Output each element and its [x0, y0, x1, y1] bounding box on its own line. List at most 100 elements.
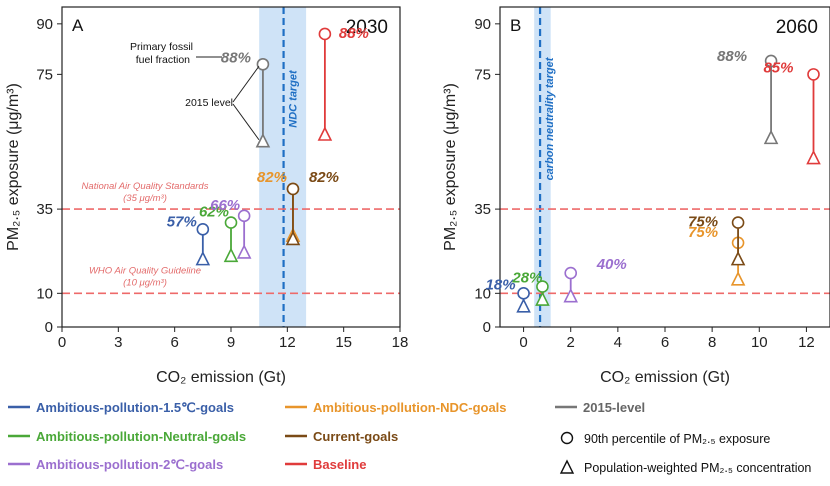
popw-marker — [763, 129, 779, 145]
x-tick-label: 10 — [751, 334, 768, 351]
annotation-level: 2015 level — [185, 97, 233, 109]
x-tick-label: 4 — [614, 334, 622, 351]
y-tick-label: 35 — [474, 201, 491, 218]
popw-marker — [535, 291, 550, 306]
reference-label: WHO Air Quality Guideline — [89, 265, 201, 276]
series-2: 66% — [210, 197, 252, 259]
series-6: 85% — [763, 59, 821, 165]
legend-label: 2015-level — [583, 400, 645, 415]
fraction-label: 88% — [717, 48, 747, 65]
p90-marker — [807, 68, 820, 81]
annotation-leader — [232, 65, 260, 103]
fraction-label: 28% — [511, 270, 542, 287]
annotation-fossil-2: fuel fraction — [136, 54, 190, 66]
series-6: 88% — [317, 25, 369, 141]
annotation-leader — [232, 103, 260, 141]
y-tick-label: 90 — [36, 16, 53, 33]
legend-label: Ambitious-pollution-NDC-goals — [313, 400, 507, 415]
x-tick-label: 0 — [519, 334, 527, 351]
p90-marker — [286, 182, 300, 196]
annotation-fossil-1: Primary fossil — [130, 41, 193, 53]
panel-letter: B — [510, 16, 521, 35]
fraction-label: 88% — [221, 49, 251, 66]
y-axis-label: PM₂.₅ exposure (μg/m³) — [442, 83, 459, 251]
series-4: 75% — [688, 214, 746, 266]
p90-marker — [764, 54, 778, 68]
popw-marker — [730, 271, 746, 286]
popw-marker — [195, 250, 211, 266]
fraction-label: 66% — [210, 197, 240, 214]
x-tick-label: 8 — [708, 334, 716, 351]
fraction-label: 75% — [688, 224, 718, 241]
fraction-label: 18% — [486, 276, 516, 293]
y-axis-label: PM₂.₅ exposure (μg/m³) — [5, 83, 22, 251]
x-tick-label: 2 — [567, 334, 575, 351]
p90-marker — [318, 27, 332, 41]
panel-letter: A — [72, 16, 84, 35]
panel-year: 2030 — [346, 17, 388, 38]
panel-A: NDC target National Air Quality Standards… — [5, 6, 409, 386]
target-label: carbon neutrality target — [544, 56, 556, 180]
x-tick-label: 3 — [114, 334, 122, 351]
y-tick-label: 0 — [483, 319, 491, 336]
fraction-label: 75% — [688, 214, 718, 231]
fraction-label: 88% — [339, 25, 369, 42]
p90-marker — [564, 266, 578, 280]
fraction-label: 62% — [199, 204, 229, 221]
popw-marker — [236, 244, 252, 259]
popw-marker — [516, 298, 531, 313]
reference-sublabel: (35 μg/m³) — [123, 193, 167, 204]
fraction-label: 57% — [167, 213, 197, 230]
series-1: 62% — [199, 204, 239, 263]
x-tick-label: 9 — [227, 334, 235, 351]
series-5: 88% — [221, 49, 271, 148]
x-tick-label: 12 — [798, 334, 815, 351]
y-tick-label: 10 — [474, 285, 491, 302]
legend-label: Current-goals — [313, 429, 398, 444]
x-axis-label: CO₂ emission (Gt) — [156, 369, 286, 386]
popw-marker — [317, 126, 333, 141]
series-0: 57% — [167, 213, 211, 266]
p90-marker — [224, 216, 238, 229]
reference-sublabel: (10 μg/m³) — [123, 277, 167, 288]
panel-B: carbon neutrality target 0 2 4 6 8 10 12 0 10 35 75… — [442, 6, 830, 386]
fraction-label: 82% — [257, 169, 287, 186]
legend-label: Ambitious-pollution-Neutral-goals — [36, 429, 246, 444]
legend: Ambitious-pollution-1.5℃-goals Ambitious-… — [8, 400, 811, 475]
x-tick-label: 18 — [392, 334, 409, 351]
y-tick-label: 90 — [474, 16, 491, 33]
series-4: 82% — [285, 169, 339, 246]
p90-marker — [196, 223, 210, 236]
y-tick-label: 75 — [474, 66, 491, 83]
series-2: 40% — [563, 256, 627, 303]
legend-label: Ambitious-pollution-1.5℃-goals — [36, 400, 234, 415]
x-tick-label: 0 — [58, 334, 66, 351]
panel-year: 2060 — [776, 17, 818, 38]
p90-marker — [237, 209, 251, 223]
legend-label: Ambitious-pollution-2℃-goals — [36, 457, 223, 472]
x-tick-label: 6 — [170, 334, 178, 351]
popw-marker — [223, 247, 239, 263]
popw-marker — [730, 250, 746, 266]
target-band — [534, 7, 551, 327]
fraction-label: 82% — [309, 169, 339, 186]
fraction-label: 40% — [596, 256, 627, 273]
p90-marker — [517, 287, 530, 300]
series-1: 28% — [511, 270, 550, 306]
legend-triangle-icon — [559, 459, 575, 474]
reference-label: National Air Quality Standards — [82, 181, 209, 192]
popw-marker — [563, 287, 579, 303]
target-label: NDC target — [288, 69, 300, 128]
x-tick-label: 12 — [279, 334, 296, 351]
y-tick-label: 0 — [45, 319, 53, 336]
series-3: 75% — [688, 224, 746, 286]
popw-marker — [255, 132, 271, 148]
p90-marker — [256, 57, 270, 71]
legend-marker-label: Population-weighted PM₂.₅ concentration — [584, 461, 811, 475]
legend-marker-label: 90th percentile of PM₂.₅ exposure — [584, 432, 770, 446]
series-0: 18% — [486, 276, 531, 313]
y-tick-label: 75 — [36, 66, 53, 83]
y-tick-label: 10 — [36, 285, 53, 302]
x-axis-label: CO₂ emission (Gt) — [600, 369, 730, 386]
